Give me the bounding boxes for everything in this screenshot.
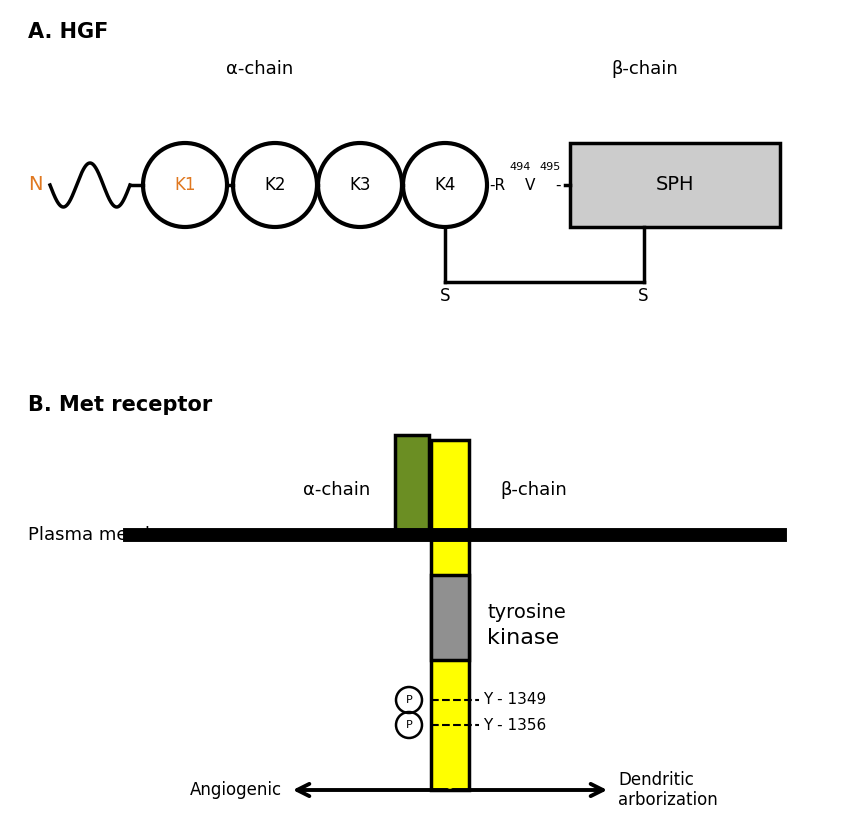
Text: A. HGF: A. HGF [28, 22, 108, 42]
Text: P: P [406, 720, 413, 730]
Text: -R: -R [489, 177, 505, 192]
Text: K4: K4 [435, 176, 456, 194]
Text: Y - 1356: Y - 1356 [483, 717, 546, 732]
Text: Plasma membrane: Plasma membrane [28, 526, 197, 544]
Text: P: P [406, 695, 413, 705]
Bar [431, 575, 469, 660]
Text: tyrosine: tyrosine [487, 602, 565, 622]
Text: α-chain: α-chain [226, 60, 294, 78]
Text: 495: 495 [539, 162, 560, 172]
Text: K3: K3 [349, 176, 371, 194]
Text: S: S [638, 287, 649, 305]
Text: N: N [28, 176, 42, 195]
Text: B. Met receptor: B. Met receptor [28, 395, 212, 415]
Text: -: - [555, 177, 560, 192]
Text: Y - 1349: Y - 1349 [483, 692, 546, 707]
Circle shape [403, 143, 487, 227]
Text: Dendritic
arborization: Dendritic arborization [618, 770, 717, 810]
Text: SPH: SPH [656, 176, 695, 195]
Circle shape [233, 143, 317, 227]
Text: 494: 494 [509, 162, 530, 172]
Text: S: S [440, 287, 450, 305]
Circle shape [143, 143, 227, 227]
Text: K2: K2 [264, 176, 286, 194]
Text: kinase: kinase [487, 628, 559, 648]
Text: K1: K1 [174, 176, 196, 194]
Bar [431, 440, 469, 790]
Text: β-chain: β-chain [612, 60, 679, 78]
Text: α-chain: α-chain [303, 481, 370, 499]
Circle shape [318, 143, 402, 227]
Text: β-chain: β-chain [500, 481, 567, 499]
Text: V: V [525, 177, 535, 192]
Text: Angiogenic: Angiogenic [190, 781, 282, 799]
Bar [395, 435, 429, 530]
Bar [570, 143, 780, 227]
